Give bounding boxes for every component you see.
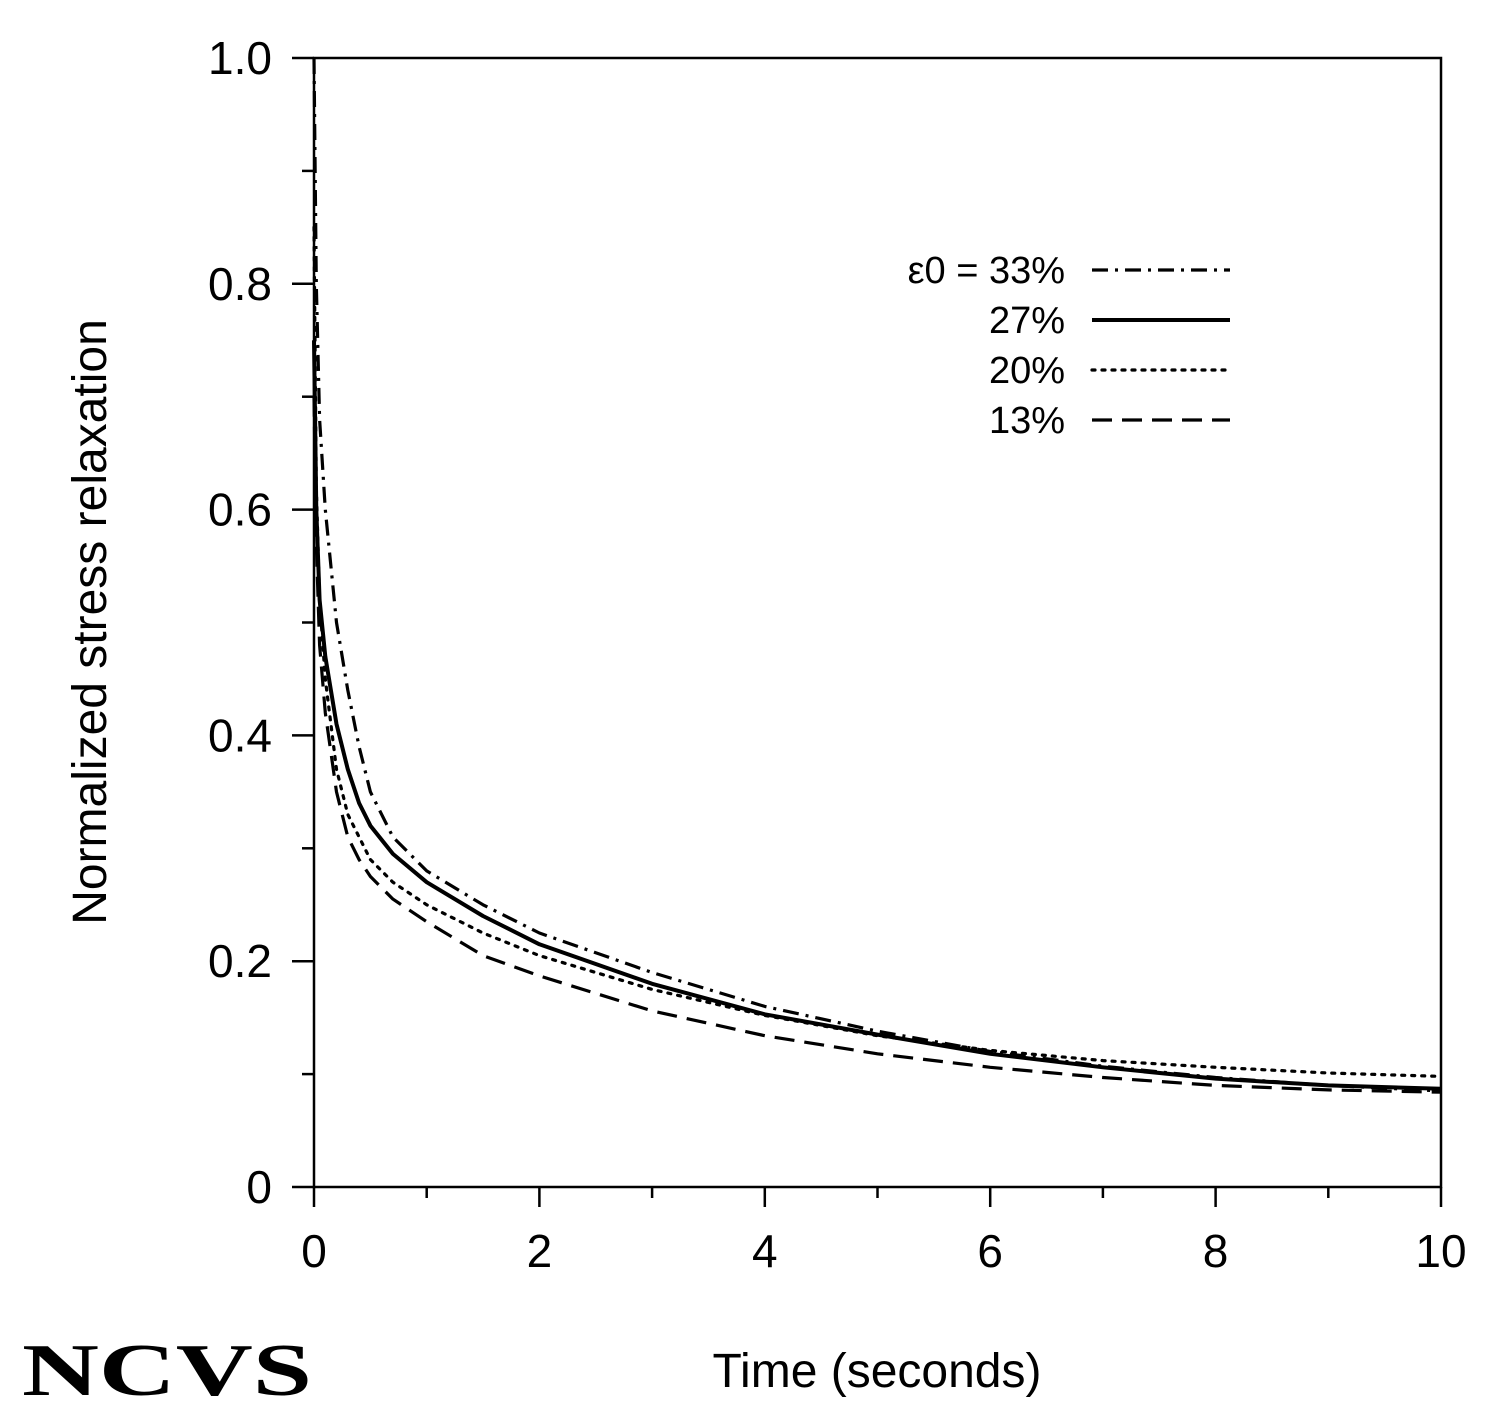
y-tick-label: 0.4 <box>208 709 272 761</box>
series-line-20pct <box>312 225 1443 1078</box>
series-layer <box>312 57 1443 1094</box>
x-tick-label: 10 <box>1415 1225 1466 1277</box>
y-axis-ticks: 0 0.2 0.4 0.6 0.8 1.0 <box>208 32 314 1213</box>
legend-label: 27% <box>989 300 1065 342</box>
x-axis-ticks: 0 2 4 6 8 10 <box>301 1187 1467 1277</box>
plot-frame <box>312 56 1443 1189</box>
x-tick-label: 8 <box>1203 1225 1229 1277</box>
ncvs-logo: NCVS <box>22 1330 312 1412</box>
y-axis-title: Normalized stress relaxation <box>64 319 117 925</box>
x-tick-label: 6 <box>977 1225 1003 1277</box>
series-line-13pct <box>312 396 1442 1094</box>
legend-label: ε0 = 33% <box>908 250 1065 292</box>
y-tick-label: 0.6 <box>208 484 272 536</box>
x-axis-title: Time (seconds) <box>713 1345 1042 1398</box>
x-tick-label: 2 <box>527 1225 553 1277</box>
legend-label: 20% <box>989 350 1065 392</box>
legend: ε0 = 33% 27% 20% 13% <box>908 250 1232 442</box>
y-tick-label: 1.0 <box>208 32 272 84</box>
y-tick-label: 0.2 <box>208 935 272 987</box>
legend-label: 13% <box>989 400 1065 442</box>
y-tick-label: 0.8 <box>208 258 272 310</box>
series-line-33pct <box>312 57 1442 1093</box>
x-tick-label: 0 <box>301 1225 327 1277</box>
series-line-27pct <box>312 340 1442 1091</box>
y-tick-label: 0 <box>246 1161 272 1213</box>
x-tick-label: 4 <box>752 1225 778 1277</box>
